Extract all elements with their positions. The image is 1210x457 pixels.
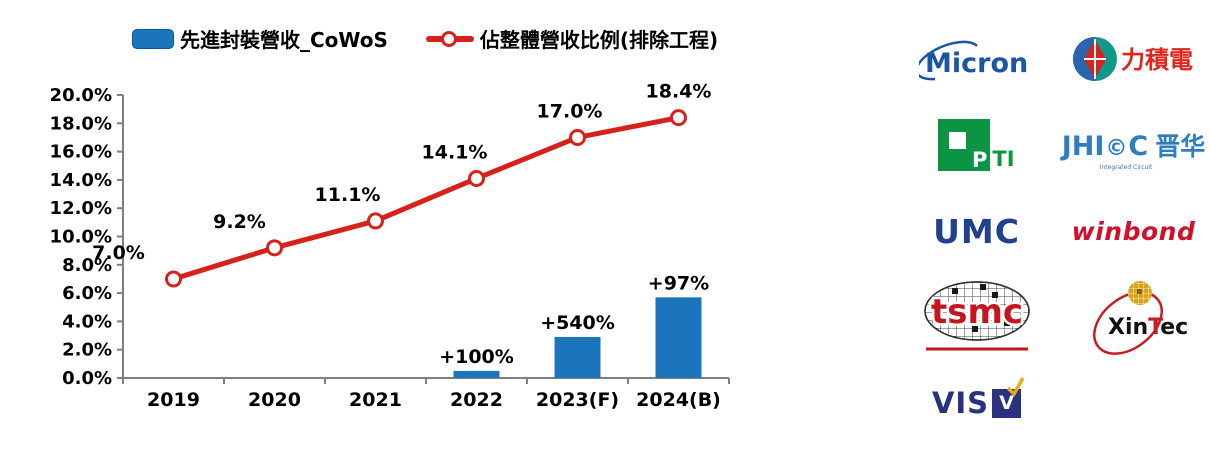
jhicc-ic-symbol-icon: © [1105,136,1128,161]
y-tick-label: 8.0% [62,255,112,276]
bar-2023(F) [554,336,601,378]
tsmc-text: tsmc [930,292,1022,332]
y-tick-label: 14.0% [50,170,112,191]
jhicc-text: JHI [1061,131,1105,162]
xintec-logo: XinTec [1078,278,1190,356]
legend-bar-label: 先進封裝營收_CoWoS [180,28,388,52]
x-tick-label: 2024(B) [636,389,721,411]
y-tick-label: 16.0% [50,142,112,163]
y-tick-label: 4.0% [62,311,112,332]
y-tick-label: 20.0% [50,85,112,106]
vis-checkmark-icon [1006,376,1025,397]
x-tick-label: 2023(F) [536,389,619,411]
vis-letter-v: V [999,392,1014,414]
y-tick-label: 12.0% [50,198,112,219]
chart-legend: 先進封裝營收_CoWoS 佔整體營收比例(排除工程) [132,24,718,53]
line-data-label: 11.1% [315,184,381,206]
x-tick-label: 2021 [349,389,402,411]
y-tick-label: 6.0% [62,283,112,304]
line-marker-2024(B) [670,109,687,127]
company-logo-panel: Micron 力積電 P TI JHI © C 晋华 Integ [898,16,1210,446]
line-marker-2023(F) [569,128,586,146]
jhicc-letter-c: C [1128,131,1149,162]
line-data-label: 14.1% [422,141,488,163]
psmc-logo: 力積電 [1069,33,1199,85]
x-tick-label: 2022 [450,389,503,411]
tsmc-wafer-logo-icon: tsmc [923,281,1030,351]
legend-line-label: 佔整體營收比例(排除工程) [479,28,719,52]
line-data-label: 7.0% [92,242,145,264]
line-data-label: 17.0% [537,100,603,122]
bar-data-label: +97% [648,272,709,294]
y-tick-label: 2.0% [62,340,112,361]
umc-logo: UMC [933,212,1020,251]
svg-text:Micron: Micron [925,48,1028,79]
x-tick-label: 2020 [248,389,301,411]
ratio-line [171,115,681,282]
line-marker-2022 [468,169,485,187]
umc-text: UMC [933,211,1020,251]
line-data-label: 9.2% [213,211,266,233]
vis-text: VIS [931,386,990,420]
micron-logo-icon: Micron [918,40,1028,81]
bar-series-swatch-icon [132,28,174,49]
pti-letters-ti: TI [992,147,1015,171]
cowos-revenue-combo-chart: 0.0% 2.0% 4.0% 6.0% 8.0% 10.0% 12.0% 14.0% 16.0%… [50,81,730,411]
winbond-logo: winbond [1072,217,1196,246]
jhicc-subtext: Integrated Circuit [1099,164,1153,171]
y-tick-label: 18.0% [50,113,112,134]
bar-2024(B) [655,297,702,378]
pti-square-icon: P [938,119,991,172]
bar-data-label: +100% [439,346,514,368]
y-tick-label: 0.0% [62,368,112,389]
pti-logo: P TI [938,119,1015,172]
x-tick-label: 2019 [147,389,200,411]
jhicc-logo: JHI © C 晋华 Integrated Circuit [1061,127,1206,171]
legend-item-line: 佔整體營收比例(排除工程) [425,24,719,53]
line-marker-2021 [367,212,384,230]
line-data-label: 18.4% [646,81,712,103]
vis-logo: VIS V [931,376,1025,420]
xintec-text: XinTec [1108,315,1188,340]
tsmc-logo: tsmc [916,280,1038,354]
winbond-text: winbond [1071,216,1196,246]
xintec-logo-icon: XinTec [1092,281,1188,355]
pti-letter-p: P [972,148,988,172]
legend-item-bar: 先進封裝營收_CoWoS [132,24,388,53]
chart-canvas: 0.0% 2.0% 4.0% 6.0% 8.0% 10.0% 12.0% 14.0% 16.0%… [50,81,730,411]
bar-2022 [453,370,500,378]
jhicc-chinese-name: 晋华 [1155,132,1206,161]
micron-logo: Micron [918,35,1035,83]
line-marker-2020 [266,239,283,257]
y-tick-label: 10.0% [50,227,112,248]
pti-inner-square-icon [949,132,967,149]
vis-square-icon: V [992,376,1025,418]
line-series-marker-icon [425,30,474,48]
line-marker-2019 [165,270,182,288]
psmc-logo-icon: 力積電 [1072,37,1193,81]
bar-data-label: +540% [540,312,615,334]
svg-text:力積電: 力積電 [1121,46,1193,74]
